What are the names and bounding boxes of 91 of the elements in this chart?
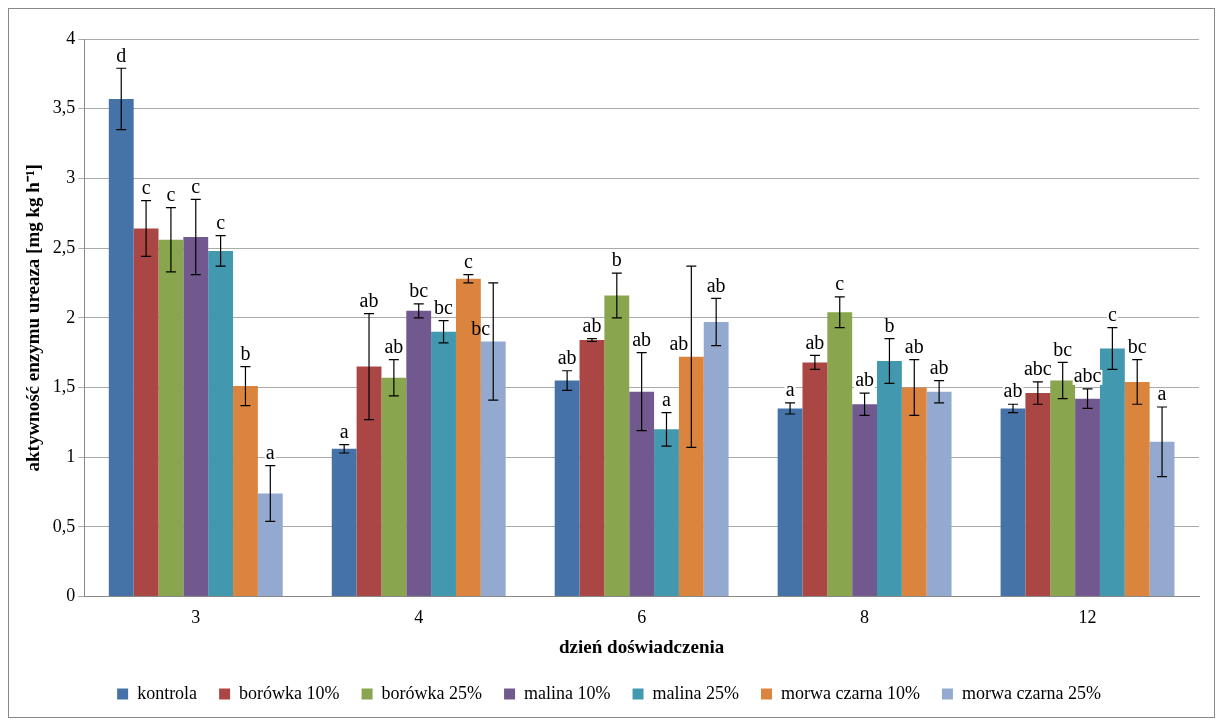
data-label: ab [359, 288, 379, 311]
data-label: b [611, 248, 622, 271]
x-tick-label: 4 [414, 607, 424, 628]
bar [1075, 398, 1100, 597]
bar [877, 361, 902, 597]
bar [1124, 381, 1150, 597]
data-label: abc [1073, 364, 1102, 387]
bar [827, 312, 853, 597]
y-tick-label: 0,5 [52, 515, 76, 536]
data-label: c [141, 175, 151, 198]
bar [1099, 348, 1125, 597]
y-tick-label: 2,5 [52, 236, 76, 257]
data-label: a [339, 419, 349, 442]
bar [629, 391, 655, 597]
y-tick-label: 1,5 [52, 376, 76, 397]
bar [1050, 380, 1076, 597]
data-label: ab [669, 332, 689, 355]
data-label: c [1107, 302, 1117, 325]
bar [1149, 441, 1175, 597]
data-label: bc [409, 279, 429, 302]
bar [654, 429, 679, 597]
legend-label: malina 25% [652, 682, 740, 703]
legend-label: morwa czarna 10% [781, 682, 920, 703]
bar [431, 331, 456, 597]
legend-label: borówka 25% [381, 682, 483, 703]
data-label: bc [1127, 334, 1147, 357]
data-label: c [191, 174, 201, 197]
bar [406, 310, 432, 597]
data-label: d [116, 43, 127, 66]
bar [133, 228, 159, 597]
data-label: a [265, 440, 275, 463]
bar [158, 239, 184, 597]
bar [233, 386, 258, 597]
bar [852, 404, 878, 597]
x-tick-label: 12 [1078, 607, 1097, 628]
data-label: a [1157, 382, 1167, 405]
data-label: ab [706, 273, 726, 296]
bar [579, 340, 605, 597]
bar [703, 321, 729, 597]
x-tick-label: 3 [191, 607, 201, 628]
bar [183, 236, 209, 597]
y-tick-label: 3 [66, 167, 76, 188]
legend-label: borówka 10% [239, 682, 340, 703]
data-label: c [463, 249, 473, 272]
data-label: ab [904, 334, 924, 357]
data-label: ab [632, 327, 652, 350]
bar [208, 250, 234, 597]
bar [802, 362, 828, 597]
bar [381, 377, 407, 597]
legend-label: malina 10% [524, 682, 611, 703]
data-label: ab [855, 368, 875, 391]
data-label: abc [1023, 357, 1052, 380]
y-tick-label: 4 [66, 27, 76, 48]
data-label: ab [1003, 379, 1023, 402]
data-label: bc [1053, 337, 1073, 360]
data-label: ab [557, 346, 577, 369]
y-tick-label: 3,5 [52, 97, 76, 118]
y-tick-label: 0 [66, 585, 76, 606]
bar [777, 408, 803, 597]
data-label: ab [582, 313, 602, 336]
y-axis-title: aktywność enzymu ureaza [mg kg h⁻¹] [22, 164, 44, 472]
bar [901, 387, 927, 597]
bar [604, 295, 630, 597]
data-label: a [662, 387, 672, 410]
data-label: bc [434, 295, 454, 318]
x-tick-label: 6 [637, 607, 647, 628]
data-label: ab [805, 330, 825, 353]
bar [331, 448, 357, 597]
data-label: c [835, 272, 845, 295]
bar [108, 98, 134, 597]
data-label: c [166, 182, 176, 205]
legend-label: kontrola [137, 682, 198, 703]
data-label: c [216, 210, 226, 233]
y-tick-label: 1 [66, 445, 76, 466]
data-label: b [240, 341, 251, 364]
bar [554, 380, 580, 597]
legend-label: morwa czarna 25% [961, 682, 1101, 703]
data-label: b [884, 313, 895, 336]
data-label: ab [384, 334, 404, 357]
bar [1000, 408, 1026, 597]
x-tick-label: 8 [860, 607, 870, 628]
bar [1025, 393, 1051, 597]
bar [257, 493, 283, 597]
bar [678, 356, 704, 597]
data-label: ab [929, 355, 949, 378]
y-tick-label: 2 [66, 306, 76, 327]
data-label: a [785, 378, 795, 401]
bar [480, 341, 506, 597]
x-axis-title: dzień doświadczenia [559, 635, 725, 657]
bar [356, 366, 382, 597]
bar [926, 391, 952, 597]
